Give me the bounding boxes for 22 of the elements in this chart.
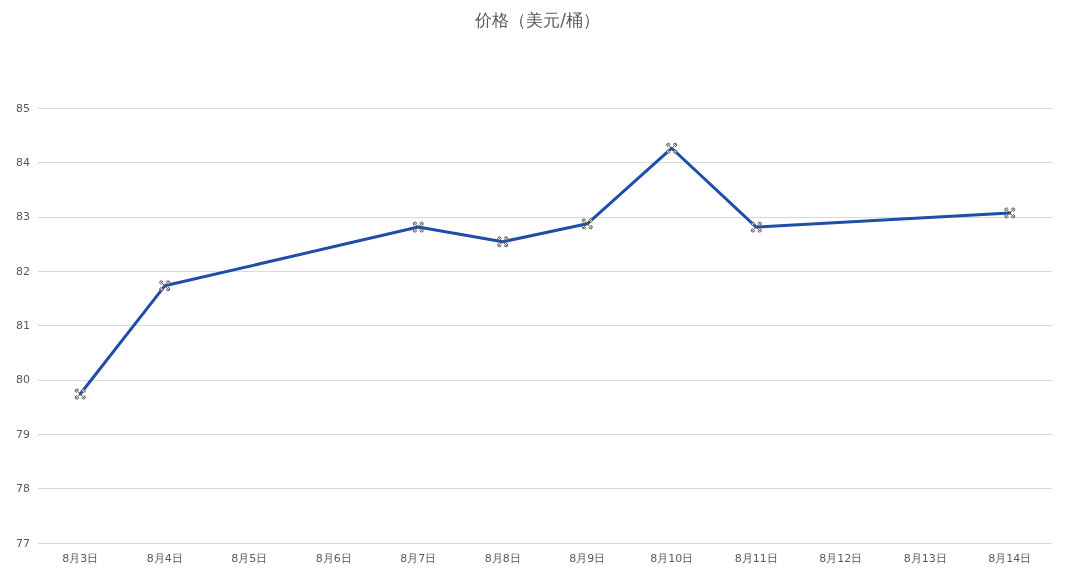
x-tick-label: 8月13日: [903, 552, 947, 565]
x-tick-label: 8月9日: [569, 552, 606, 565]
x-tick-label: 8月11日: [734, 552, 778, 565]
y-tick-label: 84: [16, 155, 30, 169]
y-tick-label: 78: [16, 482, 30, 496]
x-tick-label: 8月10日: [650, 552, 694, 565]
y-tick-label: 79: [16, 427, 30, 441]
x-tick-label: 8月5日: [231, 552, 268, 565]
x-tick-label: 8月12日: [819, 552, 863, 565]
y-tick-label: 83: [16, 210, 30, 224]
y-tick-label: 85: [16, 101, 30, 115]
chart-title: 价格（美元/桶）: [474, 9, 600, 30]
x-tick-label: 8月7日: [400, 552, 437, 565]
x-tick-label: 8月14日: [988, 552, 1032, 565]
y-tick-label: 80: [16, 373, 30, 387]
x-tick-label: 8月6日: [315, 552, 352, 565]
y-tick-label: 77: [16, 536, 30, 550]
x-tick-label: 8月3日: [62, 552, 99, 565]
x-tick-label: 8月4日: [146, 552, 183, 565]
y-tick-label: 82: [16, 264, 30, 278]
x-tick-label: 8月8日: [484, 552, 521, 565]
y-tick-label: 81: [16, 319, 30, 332]
